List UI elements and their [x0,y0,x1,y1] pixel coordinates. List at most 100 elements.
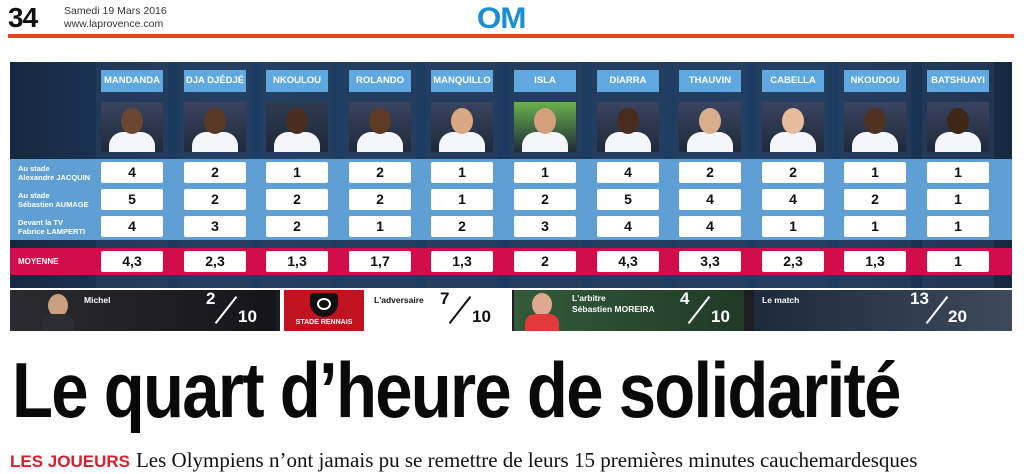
row-label-line2: Sébastien AUMAGE [18,200,89,209]
page-number: 34 [8,2,38,33]
player-name: BATSHUAYI [927,70,989,92]
player-grade: 3 [184,216,246,237]
player-grade: 4 [101,162,163,183]
page-header: 34 Samedi 19 Mars 2016 www.laprovence.co… [0,0,1024,38]
player-photo [597,102,659,152]
player-photo [349,102,411,152]
player-name: NKOULOU [266,70,328,92]
player-name: THAUVIN [679,70,741,92]
player-name: MANQUILLO [431,70,493,92]
player-grade: 1 [514,162,576,183]
player-photo [101,102,163,152]
issue-date: Samedi 19 Mars 2016 [64,5,167,17]
average-grade: 1 [927,251,989,272]
player-grade: 4 [679,216,741,237]
player-grade: 2 [184,189,246,210]
referee-score-value: 4 [680,290,690,308]
header-meta: Samedi 19 Mars 2016 www.laprovence.com [64,5,167,31]
section-title: OM [476,2,527,35]
player-grade: 5 [101,189,163,210]
player-grade: 4 [762,189,824,210]
article-subline: LES JOUEURS Les Olympiens n’ont jamais pu… [10,448,917,473]
player-grade: 4 [679,189,741,210]
player-grade: 1 [349,216,411,237]
match-score: Le match 13 20 [754,290,1012,331]
player-name: CABELLA [762,70,824,92]
player-jersey [605,132,651,152]
average-grade: 1,7 [349,251,411,272]
header-divider [8,34,1014,38]
coach-avatar [40,292,76,331]
referee-score: L'arbitre Sébastien MOREIRA 4 10 [514,290,744,331]
player-grade: 2 [679,162,741,183]
coach-score: Michel 2 10 [10,290,276,331]
average-grade: 2,3 [762,251,824,272]
player-name: DJA DJÉDJÉ [184,70,246,92]
row-label-line2: Fabrice LAMPERTI [18,227,86,236]
player-face [782,108,804,134]
referee-name: Sébastien MOREIRA [572,304,655,314]
opponent-score: STADE RENNAIS L'adversaire 7 10 [280,290,512,331]
coach-score-value: 2 [206,290,216,308]
player-jersey [439,132,485,152]
stade-rennais-crest: STADE RENNAIS [284,290,364,331]
player-grade: 4 [597,216,659,237]
average-grade: 1,3 [844,251,906,272]
average-grade: 3,3 [679,251,741,272]
player-face [534,108,556,134]
row-label: Au stade Alexandre JACQUIN [12,164,102,182]
average-grade: 2,3 [184,251,246,272]
player-name: NKOUDOU [844,70,906,92]
opponent-score-max: 10 [472,307,491,326]
row-label-line1: MOYENNE [18,257,59,266]
article-deck: Les Olympiens n’ont jamais pu se remettr… [135,448,918,472]
referee-label: L'arbitre [572,293,606,303]
player-photo [184,102,246,152]
score-slash [687,295,711,325]
row-label: Au stade Sébastien AUMAGE [12,191,102,209]
player-photo [514,102,576,152]
player-jersey [109,132,155,152]
row-label-line1: Au stade [18,164,50,173]
player-photo [762,102,824,152]
player-face [864,108,886,134]
player-grade: 1 [266,162,328,183]
player-face [286,108,308,134]
player-photo [266,102,328,152]
player-grade: 1 [431,162,493,183]
coach-label: Michel [84,295,111,305]
player-grade: 2 [762,162,824,183]
player-face [204,108,226,134]
player-grade: 2 [514,189,576,210]
player-photo [927,102,989,152]
row-label: Devant la TV Fabrice LAMPERTI [12,218,102,236]
player-jersey [522,132,568,152]
average-grade: 4,3 [597,251,659,272]
website-link[interactable]: www.laprovence.com [64,18,164,30]
referee-score-max: 10 [711,307,730,326]
score-strip: Michel 2 10 STADE RENNAIS L'adversaire 7… [10,290,1012,331]
row-label-line1: Devant la TV [18,218,64,227]
player-grade: 2 [844,189,906,210]
player-grade: 4 [101,216,163,237]
player-grade: 2 [431,216,493,237]
player-grade: 2 [349,162,411,183]
player-jersey [357,132,403,152]
player-face [699,108,721,134]
player-grade: 5 [597,189,659,210]
article-kicker: LES JOUEURS [10,452,130,471]
player-face [369,108,391,134]
player-grade: 1 [431,189,493,210]
score-slash [448,295,472,325]
opponent-label: L'adversaire [374,295,424,305]
player-grade: 1 [762,216,824,237]
player-jersey [192,132,238,152]
player-name: ROLANDO [349,70,411,92]
player-face [947,108,969,134]
player-ratings-board: Au stade Alexandre JACQUIN Au stade Sébasti… [10,62,1012,288]
player-name: DIARRA [597,70,659,92]
match-score-max: 20 [948,307,967,326]
player-grade: 1 [927,189,989,210]
row-label-line1: Au stade [18,191,50,200]
player-name: ISLA [514,70,576,92]
